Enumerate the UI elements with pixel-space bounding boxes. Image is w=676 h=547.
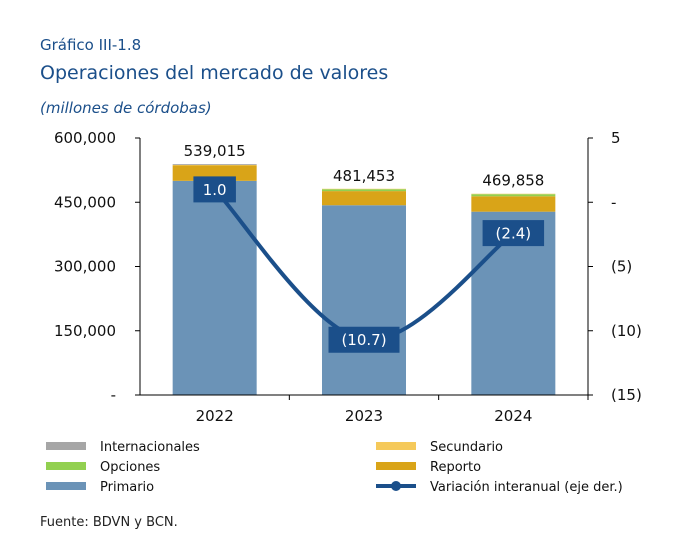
left-tick-label: 450,000 (54, 193, 116, 211)
x-tick-label: 2023 (345, 407, 383, 425)
right-tick-label: (5) (611, 258, 632, 276)
x-tick-label: 2022 (196, 407, 234, 425)
legend-swatch (46, 462, 86, 470)
legend-swatch (46, 442, 86, 450)
line-label-box (482, 220, 545, 247)
legend-swatch (46, 482, 86, 490)
chart-unit: (millones de córdobas) (40, 99, 212, 117)
right-tick-label: 5 (611, 129, 621, 147)
bar-opciones-2024 (471, 194, 556, 197)
legend-swatch (376, 442, 416, 450)
line-label: (10.7) (341, 331, 386, 349)
legend-swatch (376, 462, 416, 470)
left-tick-label: 600,000 (54, 129, 116, 147)
chart-source: Fuente: BDVN y BCN. (40, 515, 178, 530)
bar-total-label: 469,858 (482, 172, 544, 190)
left-tick-label: 300,000 (54, 258, 116, 276)
bar-reporto-2024 (471, 196, 556, 212)
bar-internacionales-2022 (172, 164, 257, 165)
bar-total-label: 539,015 (184, 142, 246, 160)
legend-label: Primario (100, 480, 154, 495)
bar-primario-2022 (172, 180, 257, 395)
right-tick-label: (10) (611, 322, 642, 340)
right-tick-label: (15) (611, 386, 642, 404)
bar-primario-2023 (322, 205, 406, 395)
legend-label: Opciones (100, 460, 160, 475)
line-label-box (193, 176, 236, 203)
line-label: (2.4) (496, 225, 532, 243)
bar-opciones-2023 (322, 189, 406, 192)
legend-label: Reporto (430, 460, 481, 475)
right-tick-label: - (611, 193, 616, 211)
left-tick-label: 150,000 (54, 322, 116, 340)
bar-total-label: 481,453 (333, 167, 395, 185)
left-tick-label: - (111, 386, 116, 404)
legend-label: Secundario (430, 440, 503, 455)
legend-swatch-marker (391, 481, 401, 491)
legend-label: Variación interanual (eje der.) (430, 480, 623, 495)
line-label-box (328, 326, 400, 353)
chart-label: Gráfico III-1.8 (40, 36, 142, 54)
x-tick-label: 2024 (494, 407, 532, 425)
legend-label: Internacionales (100, 440, 200, 455)
chart-title: Operaciones del mercado de valores (40, 62, 389, 84)
bar-reporto-2023 (322, 191, 406, 206)
line-label: 1.0 (203, 181, 227, 199)
